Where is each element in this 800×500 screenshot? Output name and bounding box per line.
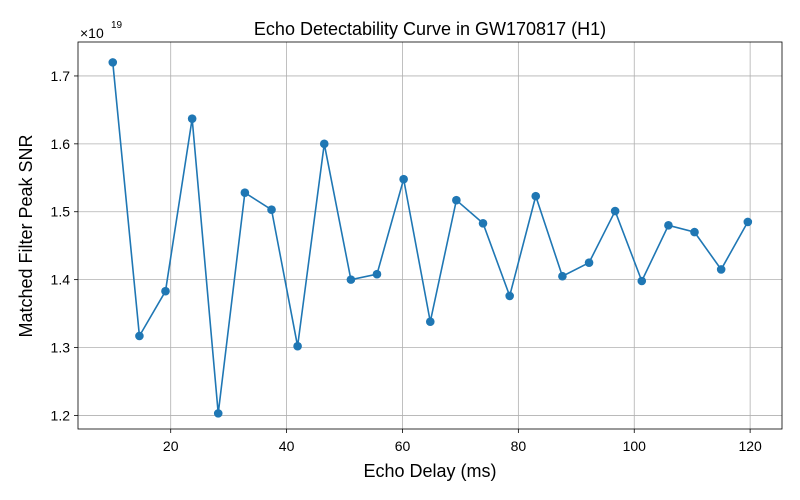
plot-area: 20 40 60 80 100 120 1.2 1.3 1.4 1.5 1.6 1.7	[51, 41, 783, 454]
data-point	[610, 206, 620, 216]
plot-frame	[77, 41, 783, 430]
data-point	[531, 191, 541, 201]
data-point	[319, 139, 329, 149]
y-tick-label: 1.7	[51, 68, 71, 84]
data-point	[690, 227, 699, 237]
data-point	[267, 205, 276, 214]
data-point	[743, 217, 753, 227]
y-tick-label: 1.6	[51, 136, 71, 152]
data-point	[478, 218, 488, 228]
data-point	[584, 258, 594, 267]
data-point	[452, 195, 461, 205]
data-point	[346, 275, 356, 284]
data-point	[637, 276, 647, 286]
grid	[78, 42, 782, 429]
data-point	[161, 286, 170, 296]
y-tick-label: 1.4	[51, 272, 71, 288]
data-point	[716, 265, 726, 274]
data-point	[240, 188, 250, 198]
y-axis-label: Matched Filter Peak SNR	[16, 134, 36, 337]
x-tick-label: 120	[738, 438, 762, 454]
data-point	[558, 271, 567, 281]
axis-ticks: 20 40 60 80 100 120 1.2 1.3 1.4 1.5 1.6 1.7	[51, 68, 762, 454]
y-offset-exponent: 19	[111, 20, 123, 31]
y-tick-label: 1.2	[51, 407, 71, 423]
data-point	[135, 331, 144, 341]
data-point	[213, 409, 223, 418]
x-tick-label: 20	[163, 438, 179, 454]
data-point	[505, 291, 514, 301]
series-layer	[108, 58, 753, 418]
data-point	[399, 174, 408, 184]
chart-title: Echo Detectability Curve in GW170817 (H1…	[254, 19, 606, 39]
x-axis-label: Echo Delay (ms)	[363, 461, 496, 481]
data-point	[425, 317, 435, 327]
data-point	[108, 58, 118, 67]
y-offset-label: ×10 19	[80, 20, 123, 41]
x-tick-label: 40	[279, 438, 295, 454]
y-tick-label: 1.3	[51, 340, 71, 356]
plot-background	[78, 42, 782, 429]
y-offset-base: ×10	[80, 25, 104, 41]
data-point	[187, 114, 197, 124]
y-tick-label: 1.5	[51, 204, 71, 220]
data-point	[293, 341, 302, 351]
x-tick-label: 100	[623, 438, 647, 454]
x-tick-label: 80	[511, 438, 527, 454]
data-point	[664, 221, 673, 230]
data-point	[372, 269, 382, 279]
x-tick-label: 60	[395, 438, 411, 454]
